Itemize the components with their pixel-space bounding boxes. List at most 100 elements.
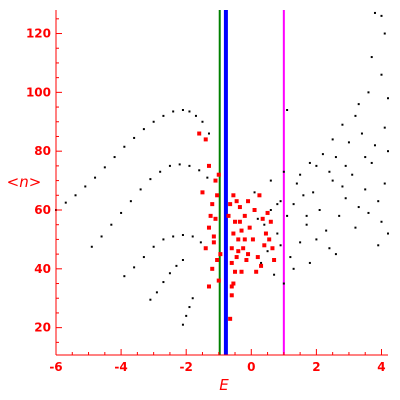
data-point bbox=[383, 32, 386, 35]
data-point bbox=[267, 237, 272, 242]
data-point bbox=[347, 141, 350, 144]
data-point bbox=[338, 214, 341, 217]
y-axis-title: <n> bbox=[7, 173, 42, 191]
data-point bbox=[282, 170, 285, 173]
data-point bbox=[286, 214, 289, 217]
data-point bbox=[194, 114, 197, 117]
data-point bbox=[269, 179, 272, 182]
data-point bbox=[276, 203, 279, 206]
data-point bbox=[216, 278, 221, 283]
x-tick-label: -6 bbox=[49, 360, 62, 374]
data-point bbox=[199, 241, 202, 244]
data-point bbox=[364, 188, 367, 191]
data-point bbox=[292, 267, 295, 270]
data-point bbox=[263, 231, 268, 236]
data-point bbox=[133, 266, 136, 269]
data-point bbox=[354, 114, 357, 117]
data-point bbox=[364, 156, 367, 159]
data-point bbox=[373, 144, 376, 147]
data-point bbox=[256, 217, 259, 220]
data-point bbox=[231, 231, 236, 236]
data-point bbox=[357, 206, 360, 209]
data-point bbox=[188, 110, 191, 113]
data-point bbox=[367, 91, 370, 94]
data-point bbox=[260, 216, 265, 221]
data-point bbox=[172, 110, 175, 113]
data-point bbox=[255, 255, 260, 260]
data-point bbox=[181, 234, 184, 236]
data-point bbox=[308, 161, 311, 164]
data-point bbox=[228, 202, 233, 207]
x-tick-label: -2 bbox=[180, 360, 193, 374]
data-point bbox=[308, 261, 311, 264]
data-point bbox=[139, 188, 142, 191]
data-point bbox=[229, 284, 234, 289]
data-point bbox=[265, 210, 270, 215]
x-axis-title: E bbox=[219, 376, 229, 394]
data-point bbox=[383, 182, 386, 185]
data-point bbox=[315, 164, 318, 167]
data-point bbox=[252, 208, 257, 212]
data-point bbox=[94, 176, 97, 179]
data-point bbox=[206, 284, 211, 289]
data-point bbox=[373, 11, 376, 14]
data-point bbox=[237, 219, 242, 224]
vertical-lines bbox=[218, 10, 285, 355]
black-series-points bbox=[55, 11, 389, 326]
data-point bbox=[370, 161, 373, 164]
data-point bbox=[266, 250, 269, 253]
data-point bbox=[218, 252, 223, 257]
data-point bbox=[231, 193, 236, 198]
data-point bbox=[203, 137, 208, 142]
data-point bbox=[181, 259, 184, 261]
data-point bbox=[100, 235, 103, 238]
data-point bbox=[321, 153, 324, 156]
y-tick-label: 80 bbox=[34, 144, 51, 158]
data-point bbox=[64, 201, 67, 204]
data-point bbox=[325, 229, 328, 232]
data-point bbox=[231, 281, 236, 286]
data-point bbox=[259, 263, 264, 268]
data-point bbox=[191, 297, 194, 300]
y-tick-label: 60 bbox=[34, 203, 51, 217]
data-point bbox=[282, 282, 285, 285]
data-point bbox=[123, 145, 126, 148]
data-point bbox=[262, 243, 267, 248]
data-point bbox=[191, 235, 194, 238]
data-point bbox=[103, 166, 106, 169]
data-point bbox=[354, 226, 357, 229]
x-tick-label: 2 bbox=[312, 360, 320, 374]
data-point bbox=[351, 173, 354, 176]
data-point bbox=[181, 109, 184, 111]
data-point bbox=[84, 185, 87, 188]
data-point bbox=[334, 253, 337, 256]
axes bbox=[55, 10, 388, 356]
data-point bbox=[254, 269, 259, 274]
data-point bbox=[215, 193, 220, 198]
data-point bbox=[272, 258, 277, 262]
data-point bbox=[270, 246, 275, 251]
data-point bbox=[168, 272, 171, 275]
data-point bbox=[239, 269, 244, 274]
data-point bbox=[246, 252, 251, 257]
data-point bbox=[331, 138, 334, 141]
data-point bbox=[213, 178, 218, 183]
data-point bbox=[159, 170, 162, 173]
data-point bbox=[377, 244, 380, 247]
data-point bbox=[387, 97, 389, 100]
data-point bbox=[234, 199, 239, 204]
data-point bbox=[208, 213, 213, 218]
data-point bbox=[239, 228, 244, 233]
data-point bbox=[273, 273, 276, 276]
data-point bbox=[244, 258, 249, 262]
data-point bbox=[229, 260, 234, 265]
data-point bbox=[133, 136, 136, 139]
data-point bbox=[331, 179, 334, 182]
data-point bbox=[380, 73, 383, 76]
x-tick-label: -4 bbox=[114, 360, 127, 374]
data-point bbox=[315, 238, 318, 241]
data-point bbox=[357, 103, 360, 106]
data-point bbox=[302, 194, 305, 197]
data-point bbox=[360, 132, 363, 135]
